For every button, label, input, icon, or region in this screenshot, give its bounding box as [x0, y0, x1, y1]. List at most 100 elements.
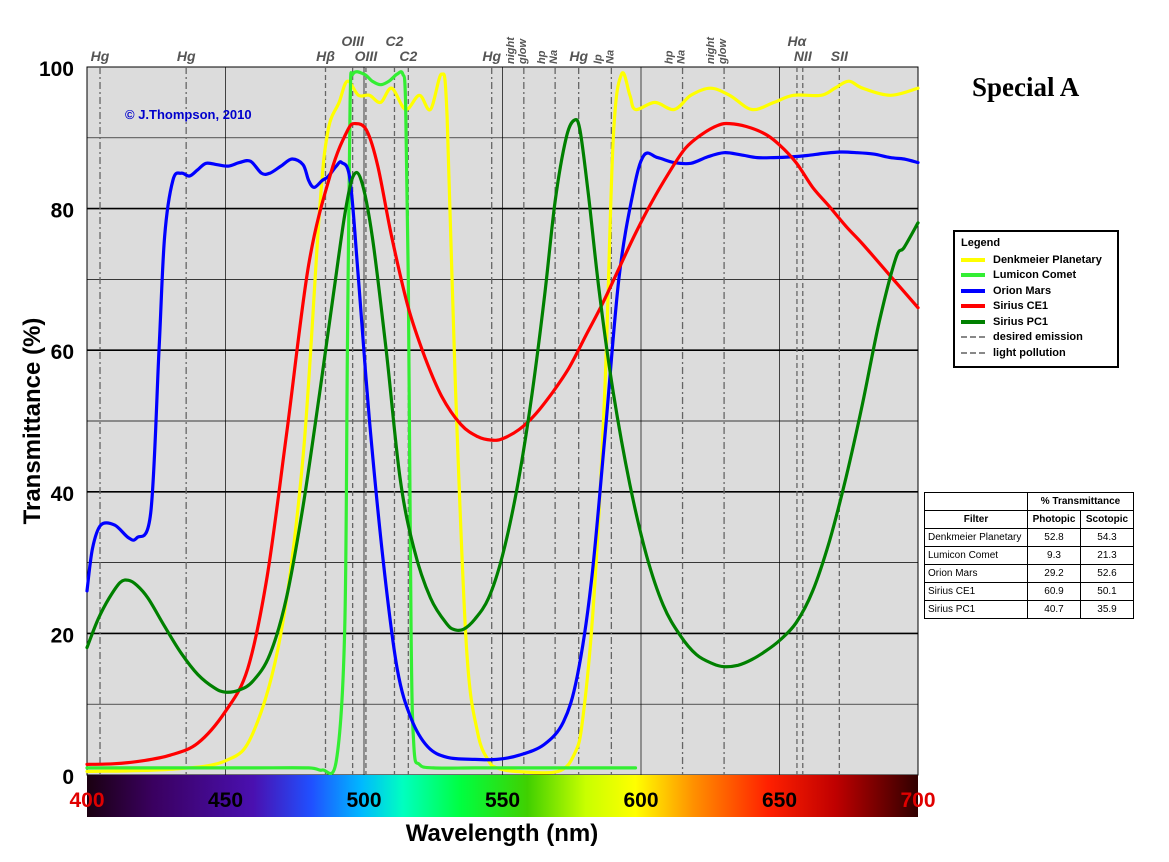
table-cell-filter: Lumicon Comet	[924, 546, 1028, 565]
y-tick-label: 20	[51, 624, 74, 647]
y-tick-label: 100	[39, 58, 74, 81]
table-cell-value: 29.2	[1027, 564, 1081, 583]
emission-label: lp	[592, 54, 604, 64]
legend-item: Lumicon Comet	[961, 268, 1111, 284]
table-cell-value: 50.1	[1080, 582, 1134, 601]
grid	[87, 67, 918, 775]
legend-item: Denkmeier Planetary	[961, 252, 1111, 268]
series-line-lumicon-comet	[85, 70, 638, 776]
table-cell-filter: Orion Mars	[924, 564, 1028, 583]
legend-swatch	[961, 304, 985, 309]
table-group-header: % Transmittance	[1027, 492, 1134, 511]
legend-label: desired emission	[993, 331, 1083, 344]
emission-label: night	[705, 36, 717, 64]
legend-rows: Denkmeier Planetary Lumicon Comet Orion Ma…	[961, 252, 1111, 361]
emission-label: Hg	[482, 48, 501, 64]
legend-swatch	[961, 351, 985, 354]
emission-label: hp	[536, 50, 548, 64]
emission-label: NII	[794, 48, 813, 64]
legend-swatch	[961, 273, 985, 278]
emission-label: glow	[717, 38, 729, 65]
emission-label: C2	[399, 48, 417, 64]
table-row: Sirius PC1 40.7 35.9	[924, 600, 1134, 619]
legend-swatch	[961, 257, 985, 262]
emission-label: Na	[676, 50, 688, 64]
table-cell-value: 52.8	[1027, 528, 1081, 547]
emission-label: OIII	[355, 48, 379, 64]
emission-label: Na	[548, 50, 560, 64]
y-tick-label: 0	[62, 766, 74, 789]
table-cell-filter: Sirius CE1	[924, 582, 1028, 601]
legend-label: Orion Mars	[993, 284, 1052, 297]
chart-title: Special A	[972, 72, 1080, 102]
x-axis-label: Wavelength (nm)	[406, 820, 598, 847]
emission-label: Hα	[788, 33, 808, 49]
y-tick-label: 40	[51, 483, 74, 506]
emission-label: SII	[831, 48, 849, 64]
emission-label: C2	[386, 33, 404, 49]
table-cell-value: 9.3	[1027, 546, 1081, 565]
legend-label: Lumicon Comet	[993, 269, 1077, 282]
legend-swatch	[961, 288, 985, 293]
legend-label: light pollution	[993, 346, 1066, 359]
legend-item: light pollution	[961, 345, 1111, 361]
copyright-text: © J.Thompson, 2010	[125, 107, 252, 122]
emission-label: Hg	[91, 48, 110, 64]
emission-label: night	[505, 36, 517, 64]
emission-label: OIII	[341, 33, 365, 49]
series-layer	[85, 70, 920, 776]
table-header-photopic: Photopic	[1027, 510, 1081, 529]
x-tick-label: 600	[623, 789, 658, 812]
legend-swatch	[961, 336, 985, 339]
table-cell-value: 40.7	[1027, 600, 1081, 619]
emission-label: Na	[604, 50, 616, 64]
table-row: Sirius CE1 60.9 50.1	[924, 582, 1134, 601]
transmittance-table: % Transmittance Filter Photopic Scotopic…	[924, 492, 1134, 619]
x-tick-label: 650	[762, 789, 797, 812]
table-blank-header	[924, 492, 1028, 511]
table-cell-value: 54.3	[1080, 528, 1134, 547]
legend: Legend Denkmeier Planetary Lumicon Comet O…	[953, 230, 1119, 368]
series-line-sirius-pc1	[85, 117, 920, 694]
spectrum-bar	[87, 775, 918, 817]
table-header-filter: Filter	[924, 510, 1028, 529]
emission-label: Hβ	[316, 48, 335, 64]
table-row: Denkmeier Planetary 52.8 54.3	[924, 528, 1134, 547]
legend-swatch	[961, 319, 985, 324]
legend-item: Orion Mars	[961, 283, 1111, 299]
y-tick-label: 60	[51, 341, 74, 364]
x-tick-label: 500	[346, 789, 381, 812]
ticks: 0 20 40 60 80 100 400 450 500 550 600 650 700	[39, 58, 936, 812]
x-tick-label: 700	[900, 789, 935, 812]
legend-label: Sirius CE1	[993, 300, 1049, 313]
x-tick-label: 450	[208, 789, 243, 812]
legend-item: desired emission	[961, 330, 1111, 346]
legend-label: Denkmeier Planetary	[993, 253, 1102, 266]
emission-label: Hg	[569, 48, 588, 64]
legend-item: Sirius PC1	[961, 314, 1111, 330]
table-cell-value: 21.3	[1080, 546, 1134, 565]
series-line-denkmeier-planetary	[85, 71, 920, 775]
x-tick-label: 550	[485, 789, 520, 812]
table-cell-filter: Denkmeier Planetary	[924, 528, 1028, 547]
legend-title: Legend	[961, 237, 1001, 249]
table-body: Denkmeier Planetary 52.8 54.3 Lumicon Comet…	[924, 528, 1134, 619]
legend-item: Sirius CE1	[961, 299, 1111, 315]
emission-label: hp	[664, 50, 676, 64]
series-line-orion-mars	[85, 150, 920, 762]
x-tick-label: 400	[69, 789, 104, 812]
table-cell-filter: Sirius PC1	[924, 600, 1028, 619]
y-axis-label: Transmittance (%)	[19, 318, 46, 525]
table-row: Lumicon Comet 9.3 21.3	[924, 546, 1134, 565]
series-line-sirius-ce1	[85, 121, 920, 766]
table-row: Orion Mars 29.2 52.6	[924, 564, 1134, 583]
table-header-scotopic: Scotopic	[1080, 510, 1134, 529]
emission-label: Hg	[177, 48, 196, 64]
emission-label: glow	[517, 38, 529, 65]
table-cell-value: 52.6	[1080, 564, 1134, 583]
legend-label: Sirius PC1	[993, 315, 1049, 328]
y-tick-label: 80	[51, 200, 74, 223]
table-cell-value: 60.9	[1027, 582, 1081, 601]
table-cell-value: 35.9	[1080, 600, 1134, 619]
